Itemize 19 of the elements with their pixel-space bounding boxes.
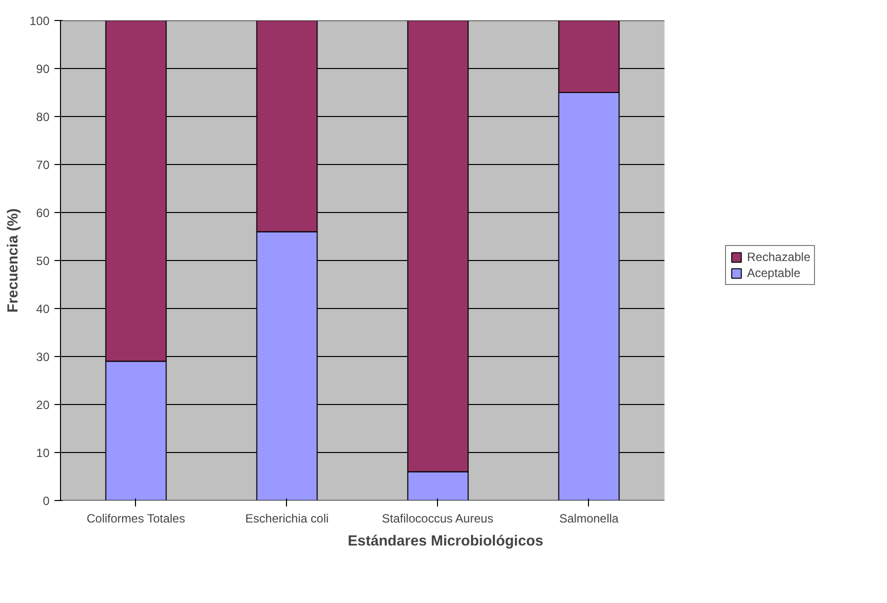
y-tick-label: 70 [36, 158, 50, 172]
x-tick-label: Salmonella [559, 512, 619, 526]
y-tick-label: 60 [36, 206, 50, 220]
x-axis-title: Estándares Microbiológicos [348, 534, 544, 550]
x-tick-label: Escherichia coli [245, 512, 329, 526]
y-tick-label: 50 [36, 254, 50, 268]
y-tick-label: 40 [36, 302, 50, 316]
y-tick-label: 90 [36, 62, 50, 76]
y-axis-title: Frecuencia (%) [5, 208, 22, 313]
y-tick-label: 10 [36, 446, 50, 460]
legend-label: Aceptable [747, 266, 800, 280]
y-tick-label: 0 [42, 494, 50, 508]
y-tick-label: 30 [36, 350, 50, 364]
x-tick-label: Coliformes Totales [86, 512, 186, 526]
y-tick-label: 100 [29, 14, 50, 28]
y-tick-label: 80 [36, 110, 50, 124]
x-tick-label: Stafilococcus Aureus [382, 512, 494, 526]
y-tick-label: 20 [36, 398, 50, 412]
legend-label: Rechazable [747, 250, 810, 264]
